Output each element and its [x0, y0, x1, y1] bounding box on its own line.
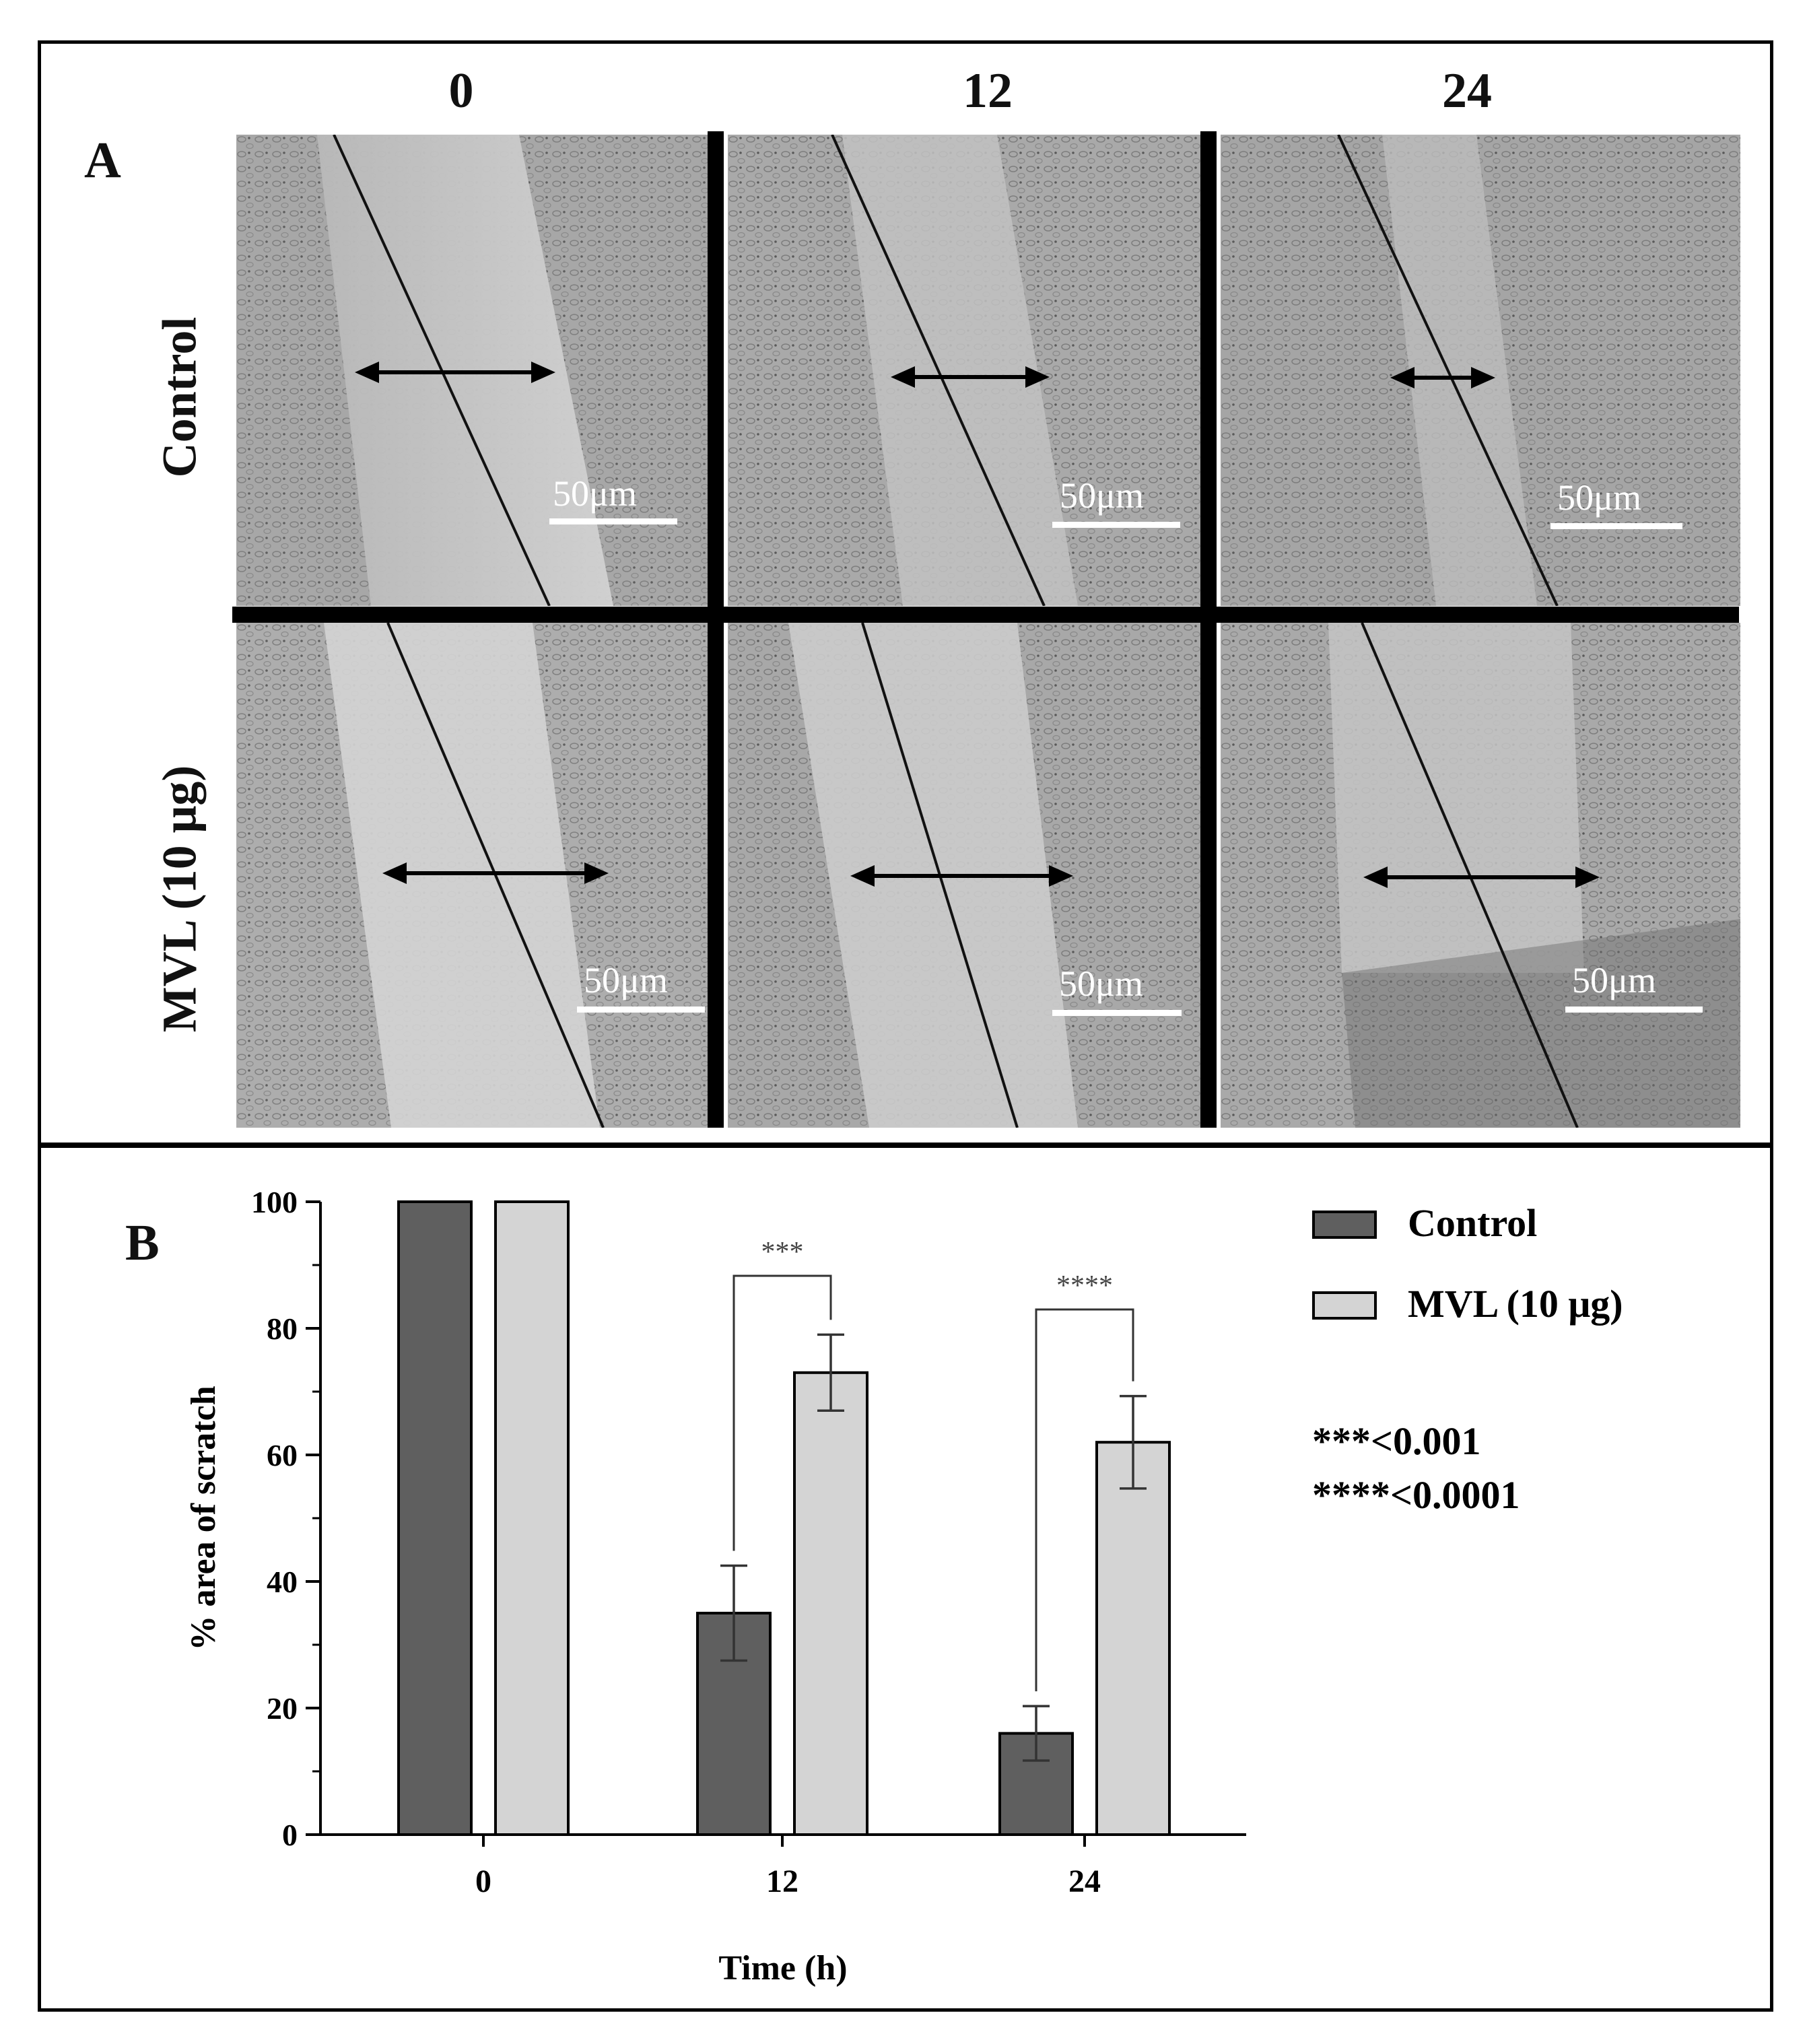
scale-bar [1550, 523, 1682, 529]
bar-mvl-0 [494, 1200, 570, 1836]
grid-divider-vertical-1 [708, 131, 724, 1128]
y-axis-title: % area of scratch [184, 1386, 223, 1650]
significance-label: **** [1056, 1270, 1113, 1301]
grid-divider-horizontal [232, 607, 1739, 623]
y-tick-label: 0 [282, 1818, 298, 1852]
scale-bar-label: 50μm [1060, 475, 1144, 516]
y-tick-label: 20 [267, 1691, 298, 1726]
y-tick-label: 40 [267, 1565, 298, 1599]
y-tick-label: 60 [267, 1438, 298, 1472]
scale-bar-label: 50μm [1572, 960, 1656, 1000]
x-tick-label: 12 [766, 1864, 798, 1899]
panel-a: A 0 12 24 Control MVL (10 μg) [38, 40, 1773, 1146]
significance-bracket [1035, 1308, 1134, 1692]
x-axis-title: Time (h) [718, 1949, 847, 1987]
panel-b-label: B [125, 1215, 160, 1271]
micrograph-mvl-0h: 50μm [236, 623, 708, 1128]
micrograph-control-0h: 50μm [236, 135, 708, 606]
scale-bar [1565, 1007, 1703, 1013]
p-value-annotation: ***<0.001 [1312, 1419, 1481, 1463]
x-tick-label: 24 [1068, 1864, 1101, 1899]
significance-bracket [732, 1274, 832, 1551]
micrograph-mvl-24h: 50μm [1221, 623, 1740, 1128]
legend-swatch [1312, 1291, 1377, 1320]
column-header-12h: 12 [963, 63, 1013, 118]
scale-bar [577, 1007, 705, 1013]
scale-bar [1052, 1010, 1182, 1016]
x-tick-label: 0 [475, 1864, 491, 1899]
bar-mvl-24 [1095, 1441, 1171, 1836]
scale-bar-label: 50μm [1557, 477, 1641, 518]
bar-mvl-12 [793, 1371, 868, 1836]
scale-bar [1052, 522, 1180, 528]
scale-bar-label: 50μm [1059, 963, 1143, 1004]
column-header-0h: 0 [448, 63, 474, 118]
micrograph-control-12h: 50μm [728, 135, 1200, 606]
bar-control-0 [397, 1200, 473, 1836]
row-header-mvl: MVL (10 μg) [152, 765, 207, 1033]
legend-label: Control [1408, 1201, 1537, 1245]
micrograph-mvl-12h: 50μm [728, 623, 1200, 1128]
p-value-annotation: ****<0.0001 [1312, 1473, 1520, 1517]
micrograph-control-24h: 50μm [1221, 135, 1740, 606]
significance-label: *** [761, 1237, 804, 1268]
y-tick-label: 80 [267, 1311, 298, 1346]
panel-b: B 0 20 40 60 80 100 0 12 24 Time (h) % area of scr… [38, 1145, 1773, 2012]
scale-bar [549, 518, 677, 524]
column-header-24h: 24 [1442, 63, 1492, 118]
scale-bar-label: 50μm [553, 473, 637, 514]
y-tick-label: 100 [251, 1185, 298, 1219]
scale-bar-label: 50μm [584, 960, 668, 1000]
row-header-control: Control [152, 316, 207, 478]
legend-swatch [1312, 1211, 1377, 1239]
legend-label: MVL (10 μg) [1408, 1282, 1623, 1326]
panel-a-label: A [84, 132, 121, 189]
grid-divider-vertical-2 [1200, 131, 1217, 1128]
bar-chart: 0 20 40 60 80 100 0 12 24 Time (h) % area of scrat… [184, 1185, 1623, 1987]
